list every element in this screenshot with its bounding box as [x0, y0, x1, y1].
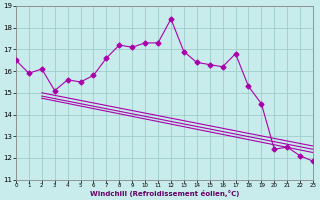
- X-axis label: Windchill (Refroidissement éolien,°C): Windchill (Refroidissement éolien,°C): [90, 190, 239, 197]
